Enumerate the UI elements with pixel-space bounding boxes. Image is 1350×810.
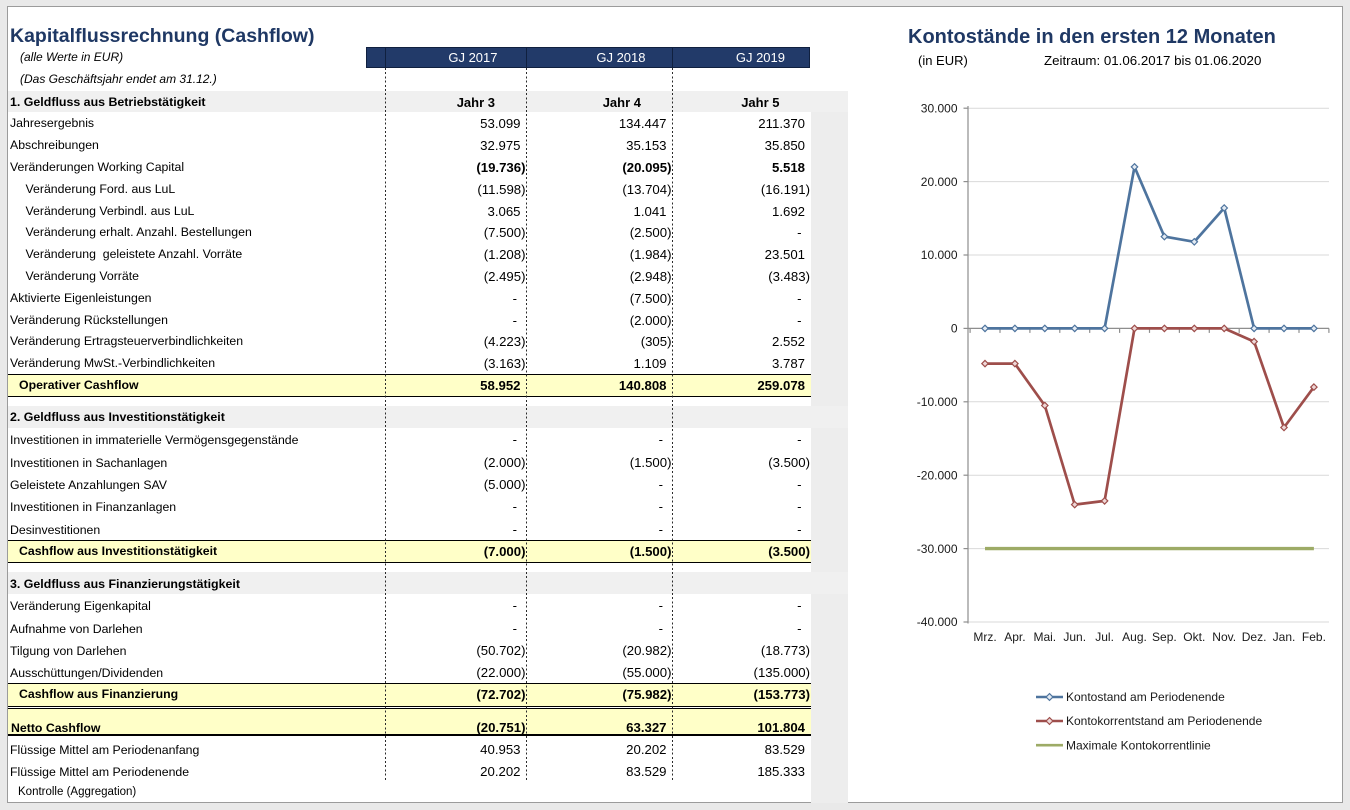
svg-text:Aug.: Aug. (1122, 630, 1147, 644)
svg-text:Kontokorrentstand am Periodene: Kontokorrentstand am Periodenende (1066, 714, 1262, 728)
svg-text:Jul.: Jul. (1095, 630, 1114, 644)
svg-text:Apr.: Apr. (1004, 630, 1025, 644)
svg-text:Dez.: Dez. (1242, 630, 1267, 644)
svg-text:Jun.: Jun. (1063, 630, 1086, 644)
svg-text:Kontostand am Periodenende: Kontostand am Periodenende (1066, 690, 1225, 704)
svg-text:30.000: 30.000 (921, 101, 958, 115)
svg-text:-10.000: -10.000 (917, 395, 958, 409)
svg-text:-40.000: -40.000 (917, 615, 958, 629)
svg-text:Okt.: Okt. (1183, 630, 1205, 644)
svg-text:Jan.: Jan. (1273, 630, 1296, 644)
svg-text:0: 0 (951, 322, 958, 336)
svg-text:-30.000: -30.000 (917, 542, 958, 556)
svg-text:-20.000: -20.000 (917, 468, 958, 482)
svg-text:20.000: 20.000 (921, 175, 958, 189)
svg-text:Sep.: Sep. (1152, 630, 1177, 644)
svg-text:Nov.: Nov. (1212, 630, 1236, 644)
svg-text:Maximale Kontokorrentlinie: Maximale Kontokorrentlinie (1066, 738, 1211, 752)
svg-text:10.000: 10.000 (921, 248, 958, 262)
svg-text:Feb.: Feb. (1302, 630, 1326, 644)
svg-text:Mai.: Mai. (1033, 630, 1056, 644)
svg-text:Mrz.: Mrz. (973, 630, 996, 644)
